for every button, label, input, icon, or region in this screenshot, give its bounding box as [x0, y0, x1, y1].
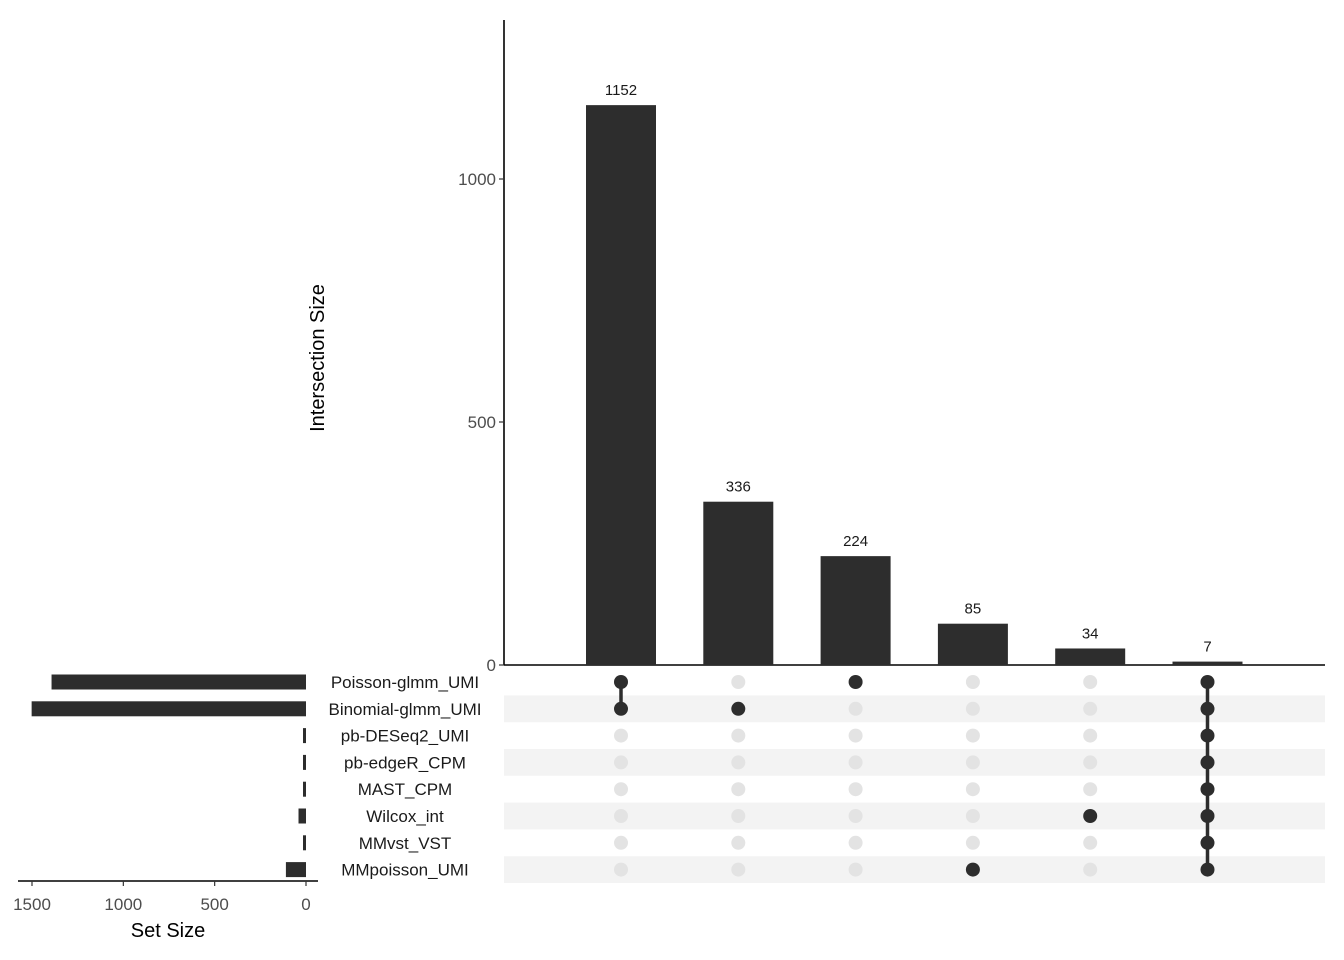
matrix-dot-active	[731, 701, 746, 716]
matrix-dot-inactive	[848, 728, 863, 743]
set-size-x-tick-label: 1500	[13, 895, 51, 914]
matrix-dot-inactive	[848, 755, 863, 770]
matrix-dot-inactive	[1083, 755, 1098, 770]
matrix-dot-active	[1200, 862, 1215, 877]
matrix-dot-inactive	[731, 835, 746, 850]
set-size-bar	[303, 835, 306, 851]
matrix-dot-inactive	[731, 782, 746, 797]
intersection-bar	[1172, 661, 1243, 665]
set-size-bar	[51, 674, 306, 690]
matrix-dot-inactive	[965, 675, 980, 689]
set-label: Poisson-glmm_UMI	[331, 673, 479, 692]
intersection-bar	[586, 105, 656, 666]
set-size-bar	[303, 728, 306, 744]
intersection-bar	[703, 501, 774, 665]
matrix-dot-inactive	[1083, 675, 1098, 689]
matrix-dot-inactive	[614, 728, 628, 743]
matrix-dot-active	[1083, 809, 1098, 823]
matrix-dot-inactive	[965, 701, 980, 716]
intersection-bar	[1055, 648, 1126, 665]
intersection-y-tick-label: 500	[468, 413, 496, 432]
matrix-dot-inactive	[731, 862, 746, 877]
matrix-dot-inactive	[1083, 835, 1098, 850]
matrix-dot-inactive	[848, 782, 863, 797]
intersection-matrix	[614, 675, 1215, 877]
matrix-dot-inactive	[848, 835, 863, 850]
matrix-row-stripes	[504, 695, 1325, 883]
set-size-panel: 1500 1000 500 0	[13, 674, 318, 914]
matrix-dot-inactive	[731, 809, 746, 823]
intersection-bar	[937, 623, 1008, 665]
matrix-dot-active	[614, 675, 628, 689]
matrix-dot-inactive	[848, 809, 863, 823]
matrix-dot-inactive	[614, 835, 628, 850]
set-size-bar	[298, 808, 306, 824]
set-size-x-tick-label: 1000	[104, 895, 142, 914]
matrix-stripe	[504, 695, 1325, 723]
intersection-bar-label: 1152	[605, 82, 637, 99]
intersection-y-tick-label: 0	[487, 656, 496, 675]
intersection-bar	[820, 556, 891, 665]
matrix-dot-inactive	[731, 675, 746, 689]
set-label: pb-DESeq2_UMI	[341, 727, 470, 746]
intersection-size-axis-title: Intersection Size	[307, 284, 329, 432]
matrix-dot-inactive	[1083, 862, 1098, 877]
intersection-bar-label: 7	[1203, 639, 1211, 656]
intersection-y-tick-label: 1000	[458, 170, 496, 189]
set-size-bar	[303, 754, 306, 770]
matrix-stripe	[504, 749, 1325, 776]
matrix-dot-inactive	[614, 809, 628, 823]
matrix-stripe	[504, 856, 1325, 883]
matrix-dot-inactive	[614, 782, 628, 797]
matrix-dot-active	[1200, 835, 1215, 850]
matrix-dot-active	[1200, 755, 1215, 770]
set-size-bar	[285, 862, 306, 878]
matrix-dot-active	[1200, 701, 1215, 716]
matrix-dot-active	[1200, 728, 1215, 743]
matrix-dot-active	[614, 701, 628, 716]
matrix-dot-inactive	[731, 755, 746, 770]
matrix-dot-inactive	[1083, 701, 1098, 716]
set-label: Wilcox_int	[366, 807, 444, 826]
matrix-dot-inactive	[965, 755, 980, 770]
set-label: MMvst_VST	[359, 834, 452, 853]
matrix-dot-inactive	[731, 728, 746, 743]
matrix-dot-active	[965, 862, 980, 877]
matrix-dot-inactive	[965, 782, 980, 797]
intersection-bar-label: 34	[1082, 625, 1099, 642]
intersection-bar-label: 336	[726, 479, 751, 496]
set-labels: Poisson-glmm_UMI Binomial-glmm_UMI pb-DESe…	[328, 673, 481, 880]
matrix-dot-inactive	[848, 862, 863, 877]
matrix-stripe	[504, 802, 1325, 830]
matrix-dot-active	[1200, 809, 1215, 823]
matrix-dot-active	[1200, 782, 1215, 797]
set-size-x-tick-label: 0	[301, 895, 310, 914]
set-label: pb-edgeR_CPM	[344, 753, 466, 772]
set-label: Binomial-glmm_UMI	[328, 700, 481, 719]
matrix-dot-inactive	[614, 755, 628, 770]
matrix-dot-active	[848, 675, 863, 689]
intersection-bar-label: 224	[843, 533, 868, 550]
intersection-size-panel: 0 500 1000 1152 336 224 85 34 7	[458, 20, 1325, 675]
matrix-dot-inactive	[1083, 782, 1098, 797]
set-size-bar	[31, 701, 306, 717]
matrix-dot-inactive	[848, 701, 863, 716]
matrix-dot-inactive	[614, 862, 628, 877]
intersection-bar-label: 85	[965, 601, 982, 618]
matrix-dot-inactive	[965, 809, 980, 823]
set-label: MMpoisson_UMI	[341, 861, 469, 880]
set-size-axis-title: Set Size	[131, 920, 205, 942]
set-label: MAST_CPM	[358, 780, 452, 799]
set-size-x-tick-label: 500	[200, 895, 228, 914]
matrix-dot-inactive	[1083, 728, 1098, 743]
matrix-dot-active	[1200, 675, 1215, 689]
matrix-dot-inactive	[965, 728, 980, 743]
matrix-dot-inactive	[965, 835, 980, 850]
set-size-bar	[303, 781, 306, 797]
